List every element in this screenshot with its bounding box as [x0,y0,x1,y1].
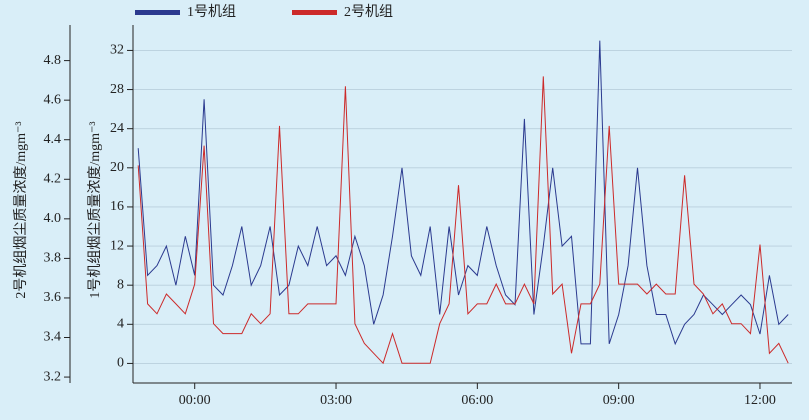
y2-tick-label: 3.2 [44,369,62,384]
y-tick-label: 24 [110,121,124,136]
x-tick-label: 12:00 [744,393,776,408]
y-tick-label: 0 [117,356,124,371]
y2-tick-label: 4.0 [44,211,62,226]
legend-swatch [292,10,337,15]
legend-label: 2号机组 [344,4,393,20]
y-axis-title: 1号机组烟尘质量浓度/mgm⁻³ [87,121,103,298]
x-tick-label: 00:00 [179,393,211,408]
y2-tick-label: 3.6 [44,290,62,305]
series-line [137,40,789,346]
y-tick-label: 32 [110,43,124,58]
y-tick-label: 12 [110,238,124,253]
x-tick-label: 09:00 [603,393,635,408]
series-line [137,76,789,365]
y2-tick-label: 3.4 [44,330,62,345]
y-tick-label: 16 [110,199,124,214]
x-tick-label: 06:00 [461,393,493,408]
y2-tick-label: 4.8 [44,53,62,68]
y2-axis-title: 2号机组烟尘质量浓度/mgm⁻³ [13,121,29,298]
y2-tick-label: 4.6 [44,92,62,107]
y-tick-label: 20 [110,160,124,175]
legend-label: 1号机组 [187,4,236,20]
y2-tick-label: 4.4 [44,132,62,147]
legend-swatch [135,10,180,15]
y2-tick-label: 3.8 [44,251,62,266]
y2-tick-label: 4.2 [44,171,62,186]
y-tick-label: 4 [117,317,124,332]
y-tick-label: 8 [117,277,124,292]
y-tick-label: 28 [110,82,124,97]
x-tick-label: 03:00 [320,393,352,408]
